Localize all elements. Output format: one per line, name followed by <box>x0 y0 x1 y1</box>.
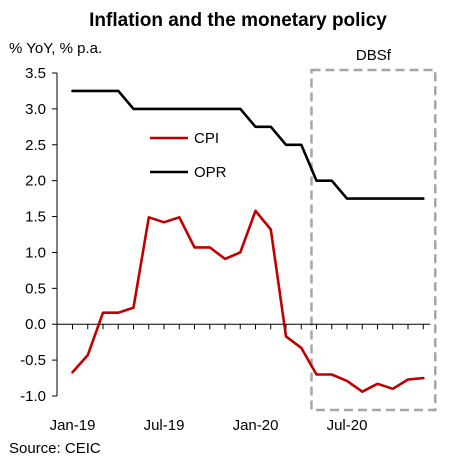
cpi-data-point <box>254 210 257 212</box>
forecast-annotation: DBSf <box>310 47 437 412</box>
opr-data-point <box>71 90 74 92</box>
cpi-data-point <box>71 371 74 374</box>
legend-cpi-label: CPI <box>194 130 219 147</box>
opr-data-point <box>391 197 394 200</box>
opr-data-point <box>422 197 425 200</box>
dbsf-label: DBSf <box>356 47 392 64</box>
opr-data-point <box>132 108 135 110</box>
cpi-data-point <box>132 306 135 309</box>
opr-data-point <box>147 108 150 110</box>
y-axis-unit-label: % YoY, % p.a. <box>9 40 102 57</box>
cpi-data-point <box>193 246 196 249</box>
cpi-data-point <box>239 251 242 254</box>
opr-data-point <box>86 90 89 92</box>
cpi-data-point <box>208 246 211 249</box>
y-tick-label: 2.5 <box>25 137 46 154</box>
opr-data-point <box>346 197 348 200</box>
y-tick-label: 1.5 <box>25 209 46 226</box>
opr-data-point <box>315 179 318 182</box>
cpi-data-point <box>178 216 181 219</box>
cpi-data-point <box>346 380 348 382</box>
x-tick-label: Jan-20 <box>233 417 279 434</box>
opr-data-point <box>285 143 287 146</box>
y-tick-label: -0.5 <box>20 352 46 369</box>
cpi-data-point <box>407 378 409 381</box>
dbsf-forecast-box <box>310 68 437 412</box>
opr-data-point <box>208 108 211 110</box>
opr-data-point <box>117 90 120 92</box>
opr-data-point <box>407 197 409 200</box>
cpi-data-point <box>224 258 226 260</box>
cpi-data-point <box>285 335 287 338</box>
legend-opr-label: OPR <box>194 164 227 181</box>
opr-data-point <box>224 108 226 110</box>
opr-data-point <box>178 108 181 110</box>
cpi-data-point <box>147 216 150 219</box>
x-tick-label: Jan-19 <box>50 417 96 434</box>
series <box>71 89 425 393</box>
cpi-data-point <box>376 382 379 385</box>
opr-data-point <box>239 108 242 110</box>
cpi-data-point <box>163 221 165 224</box>
opr-data-point <box>254 126 257 128</box>
opr-data-point <box>102 90 104 92</box>
opr-data-point <box>163 108 165 110</box>
cpi-data-point <box>300 347 303 349</box>
opr-data-point <box>330 179 333 182</box>
cpi-series-line <box>71 209 425 393</box>
cpi-data-point <box>391 388 394 390</box>
y-tick-label: 1.0 <box>25 244 46 261</box>
opr-data-point <box>193 108 196 110</box>
cpi-data-point <box>315 373 318 376</box>
cpi-data-point <box>422 377 425 379</box>
cpi-data-point <box>86 354 89 356</box>
opr-data-point <box>376 197 379 200</box>
y-tick-label: 0.0 <box>25 316 46 333</box>
opr-data-point <box>300 143 303 146</box>
chart-title: Inflation and the monetary policy <box>89 10 387 31</box>
opr-data-point <box>361 197 364 200</box>
opr-series-line <box>71 89 425 200</box>
y-tick-label: 3.0 <box>25 101 46 118</box>
y-tick-label: -1.0 <box>20 388 46 405</box>
cpi-data-point <box>102 311 104 314</box>
opr-data-point <box>269 126 272 128</box>
source-note: Source: CEIC <box>9 440 101 457</box>
cpi-data-point <box>361 390 364 393</box>
y-tick-label: 0.5 <box>25 280 46 297</box>
x-tick-label: Jul-20 <box>327 417 368 434</box>
cpi-data-point <box>269 228 272 231</box>
y-tick-label: 2.0 <box>25 173 46 190</box>
cpi-data-point <box>330 373 333 376</box>
x-tick-label: Jul-19 <box>144 417 185 434</box>
cpi-data-point <box>117 311 120 314</box>
y-tick-label: 3.5 <box>25 65 46 82</box>
legend: CPI OPR <box>150 130 227 181</box>
